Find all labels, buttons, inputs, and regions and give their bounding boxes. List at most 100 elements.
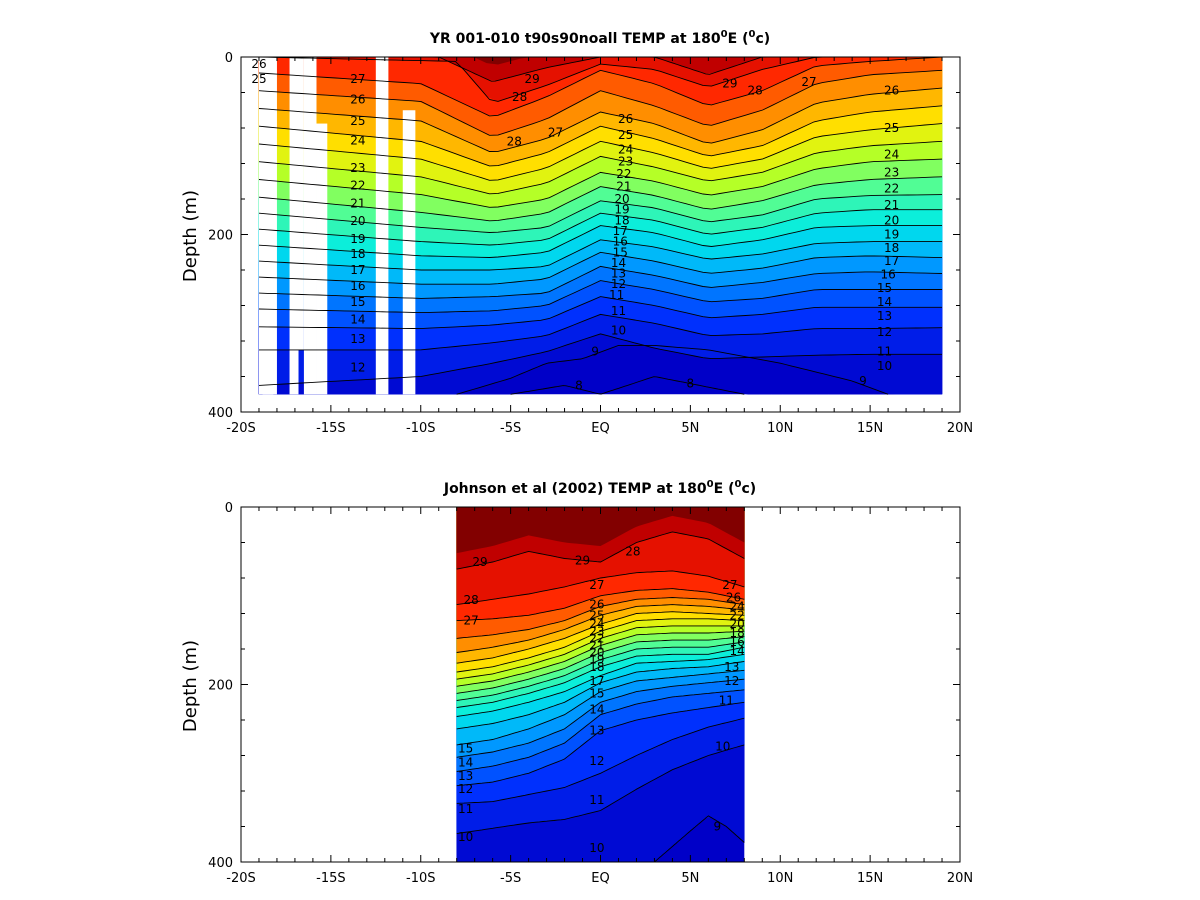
contour-label: 24 — [589, 617, 604, 631]
x-tick-label: -10S — [406, 421, 436, 436]
y-tick-label: 0 — [225, 51, 233, 66]
contour-label: 28 — [512, 90, 527, 104]
chart-title-obs: Johnson et al (2002) TEMP at 1800E (0c) — [443, 479, 756, 497]
contour-label: 11 — [877, 345, 892, 359]
contour-label: 25 — [884, 121, 899, 135]
contour-line-22 — [258, 140, 943, 195]
contour-label: 14 — [458, 756, 473, 770]
contour-line-25 — [456, 604, 745, 653]
x-tick-label: 10N — [767, 421, 793, 436]
contour-line-20 — [258, 176, 943, 222]
axis-ticks-obs: -20S -15S -10S -5S EQ 5N 10N 15N 20N 0 200 400 — [208, 501, 973, 886]
contour-label: 10 — [458, 830, 473, 844]
contour-line-16 — [258, 239, 942, 271]
x-tick-label: -5S — [500, 871, 521, 886]
contour-label: 13 — [350, 332, 365, 346]
contour-label: 19 — [350, 232, 365, 246]
contour-label: 13 — [589, 724, 604, 738]
contour-label: 16 — [880, 267, 895, 281]
contour-label: 15 — [458, 741, 473, 755]
contour-line-9 — [654, 815, 745, 862]
contour-label: 22 — [884, 181, 899, 195]
masked-column — [316, 123, 328, 395]
contour-label: 10 — [589, 841, 604, 855]
contour-label: 26 — [884, 84, 899, 98]
contour-label: 22 — [589, 631, 604, 645]
contour-line-10 — [258, 333, 942, 386]
contour-label: 12 — [589, 754, 604, 768]
contour-label: 25 — [350, 114, 365, 128]
y-tick-label: 0 — [225, 501, 233, 516]
contour-label: 27 — [801, 75, 816, 89]
y-tick-label: 200 — [208, 229, 233, 244]
axis-ticks-model: -20S -15S -10S -5S EQ 5N 10N 15N 20N 0 200 400 — [208, 51, 973, 436]
contour-label: 19 — [884, 228, 899, 242]
contour-label: 12 — [877, 325, 892, 339]
contour-label: 23 — [884, 165, 899, 179]
contour-label: 14 — [589, 702, 604, 716]
contour-label: 10 — [611, 323, 626, 337]
contour-label: 26 — [589, 598, 604, 612]
contour-line-29 — [456, 531, 745, 570]
contour-label: 12 — [458, 782, 473, 796]
contour-labels-obs: 29 29282827272625242322212019181715141312… — [458, 544, 745, 854]
contour-label: 13 — [724, 660, 739, 674]
contour-line-21 — [258, 158, 943, 208]
contour-line-18 — [456, 646, 745, 709]
contour-label: 29 — [472, 555, 487, 569]
masked-column — [289, 349, 299, 395]
masked-column — [402, 110, 416, 395]
contour-label: 9 — [591, 345, 599, 359]
contour-label: 28 — [747, 84, 762, 98]
contour-label: 27 — [589, 578, 604, 592]
contour-line-10 — [456, 744, 745, 835]
x-tick-label: -5S — [500, 421, 521, 436]
x-tick-label: 10N — [767, 871, 793, 886]
contour-label: 29 — [525, 72, 540, 86]
contour-label: 21 — [589, 638, 604, 652]
x-tick-label: EQ — [591, 421, 609, 436]
contour-label: 13 — [458, 769, 473, 783]
contour-line-17 — [258, 225, 942, 258]
contour-label: 28 — [463, 593, 478, 607]
contour-label: 19 — [614, 203, 629, 217]
heatmap-field-obs — [456, 507, 745, 862]
contour-label: 15 — [613, 245, 628, 259]
contour-line-23 — [456, 618, 745, 673]
contour-label: 10 — [877, 359, 892, 373]
contour-label: 11 — [609, 288, 624, 302]
contour-label: 24 — [884, 148, 899, 162]
contour-label: 23 — [589, 624, 604, 638]
contour-label: 20 — [729, 617, 744, 631]
x-tick-label: 5N — [681, 871, 699, 886]
contour-line-22 — [456, 625, 745, 680]
contour-line-20 — [456, 636, 745, 694]
contour-label: 11 — [719, 693, 734, 707]
contour-line-14 — [456, 678, 745, 758]
chart-panel-obs: Johnson et al (2002) TEMP at 1800E (0c) … — [180, 479, 973, 886]
contour-label: 20 — [614, 192, 629, 206]
contour-label: 28 — [507, 134, 522, 148]
contour-label: 27 — [463, 614, 478, 628]
contour-label: 25 — [589, 608, 604, 622]
contour-label: 25 — [618, 128, 633, 142]
contour-label: 14 — [877, 295, 892, 309]
contour-label: 21 — [884, 198, 899, 212]
masked-column — [289, 57, 304, 350]
x-tick-label: -15S — [316, 871, 346, 886]
contour-line-21 — [456, 630, 745, 687]
contour-line-27 — [258, 57, 943, 117]
contour-label: 18 — [884, 241, 899, 255]
contour-line-9 — [456, 344, 889, 395]
contour-line-24 — [456, 611, 745, 664]
y-axis-title-model: Depth (m) — [180, 190, 201, 282]
contour-label: 9 — [714, 820, 722, 834]
contour-line-11 — [259, 313, 943, 351]
contour-label: 23 — [350, 161, 365, 175]
contour-label: 15 — [350, 295, 365, 309]
contour-label: 29 — [575, 553, 590, 567]
contour-label: 16 — [613, 235, 628, 249]
contour-line-13 — [456, 689, 745, 772]
